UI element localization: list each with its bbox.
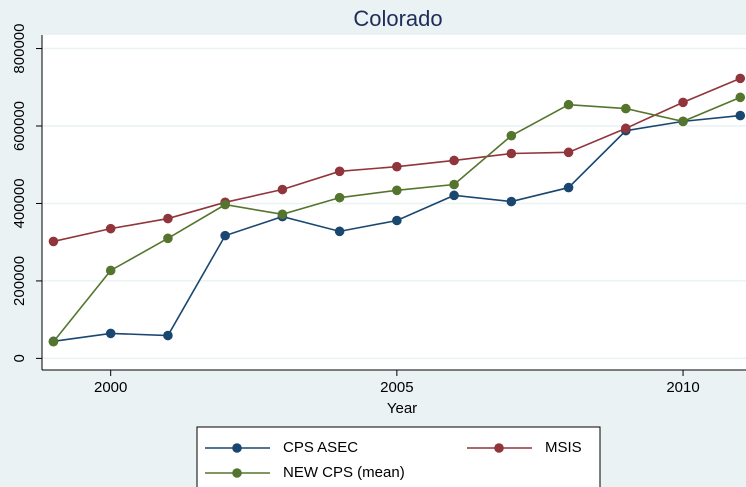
data-point [449,155,459,166]
data-point [621,123,631,134]
plot-area [42,35,746,370]
data-point [163,233,173,244]
data-point [392,215,402,226]
data-point [277,209,288,220]
y-tick-label: 0 [11,354,28,362]
x-tick-label: 2000 [94,379,127,396]
legend-label: NEW CPS (mean) [283,464,405,481]
data-point [506,148,517,159]
data-point [334,192,345,203]
data-point [105,265,116,276]
data-point [563,182,574,193]
data-point [220,230,230,241]
y-tick-label: 400000 [11,178,28,228]
x-axis-label: Year [387,400,417,417]
data-point [48,236,59,247]
data-point [449,179,459,190]
y-tick-label: 800000 [11,24,28,74]
data-point [334,226,345,237]
data-point [678,116,688,127]
data-point [163,213,173,224]
y-tick-label: 200000 [11,256,28,306]
x-tick-label: 2010 [666,379,699,396]
data-point [735,110,746,121]
legend-label: CPS ASEC [283,439,358,456]
legend-marker [494,443,504,453]
legend-label: MSIS [545,439,582,456]
data-point [48,336,59,347]
data-point [678,97,688,108]
x-tick-label: 2005 [380,379,413,396]
data-point [392,185,402,196]
data-point [334,166,345,177]
y-tick-label: 600000 [11,101,28,151]
data-point [392,161,402,172]
data-point [105,328,116,339]
data-point [277,184,288,195]
data-point [621,103,631,114]
data-point [506,130,517,141]
data-point [163,330,173,341]
data-point [563,147,574,158]
legend-marker [232,443,242,453]
data-point [220,199,230,210]
data-point [735,73,746,84]
data-point [735,92,746,103]
data-point [449,190,459,201]
data-point [563,99,574,110]
legend [196,426,601,487]
data-point [105,223,116,234]
data-point [506,196,517,207]
legend-marker [232,468,242,478]
chart-title: Colorado [353,6,442,31]
